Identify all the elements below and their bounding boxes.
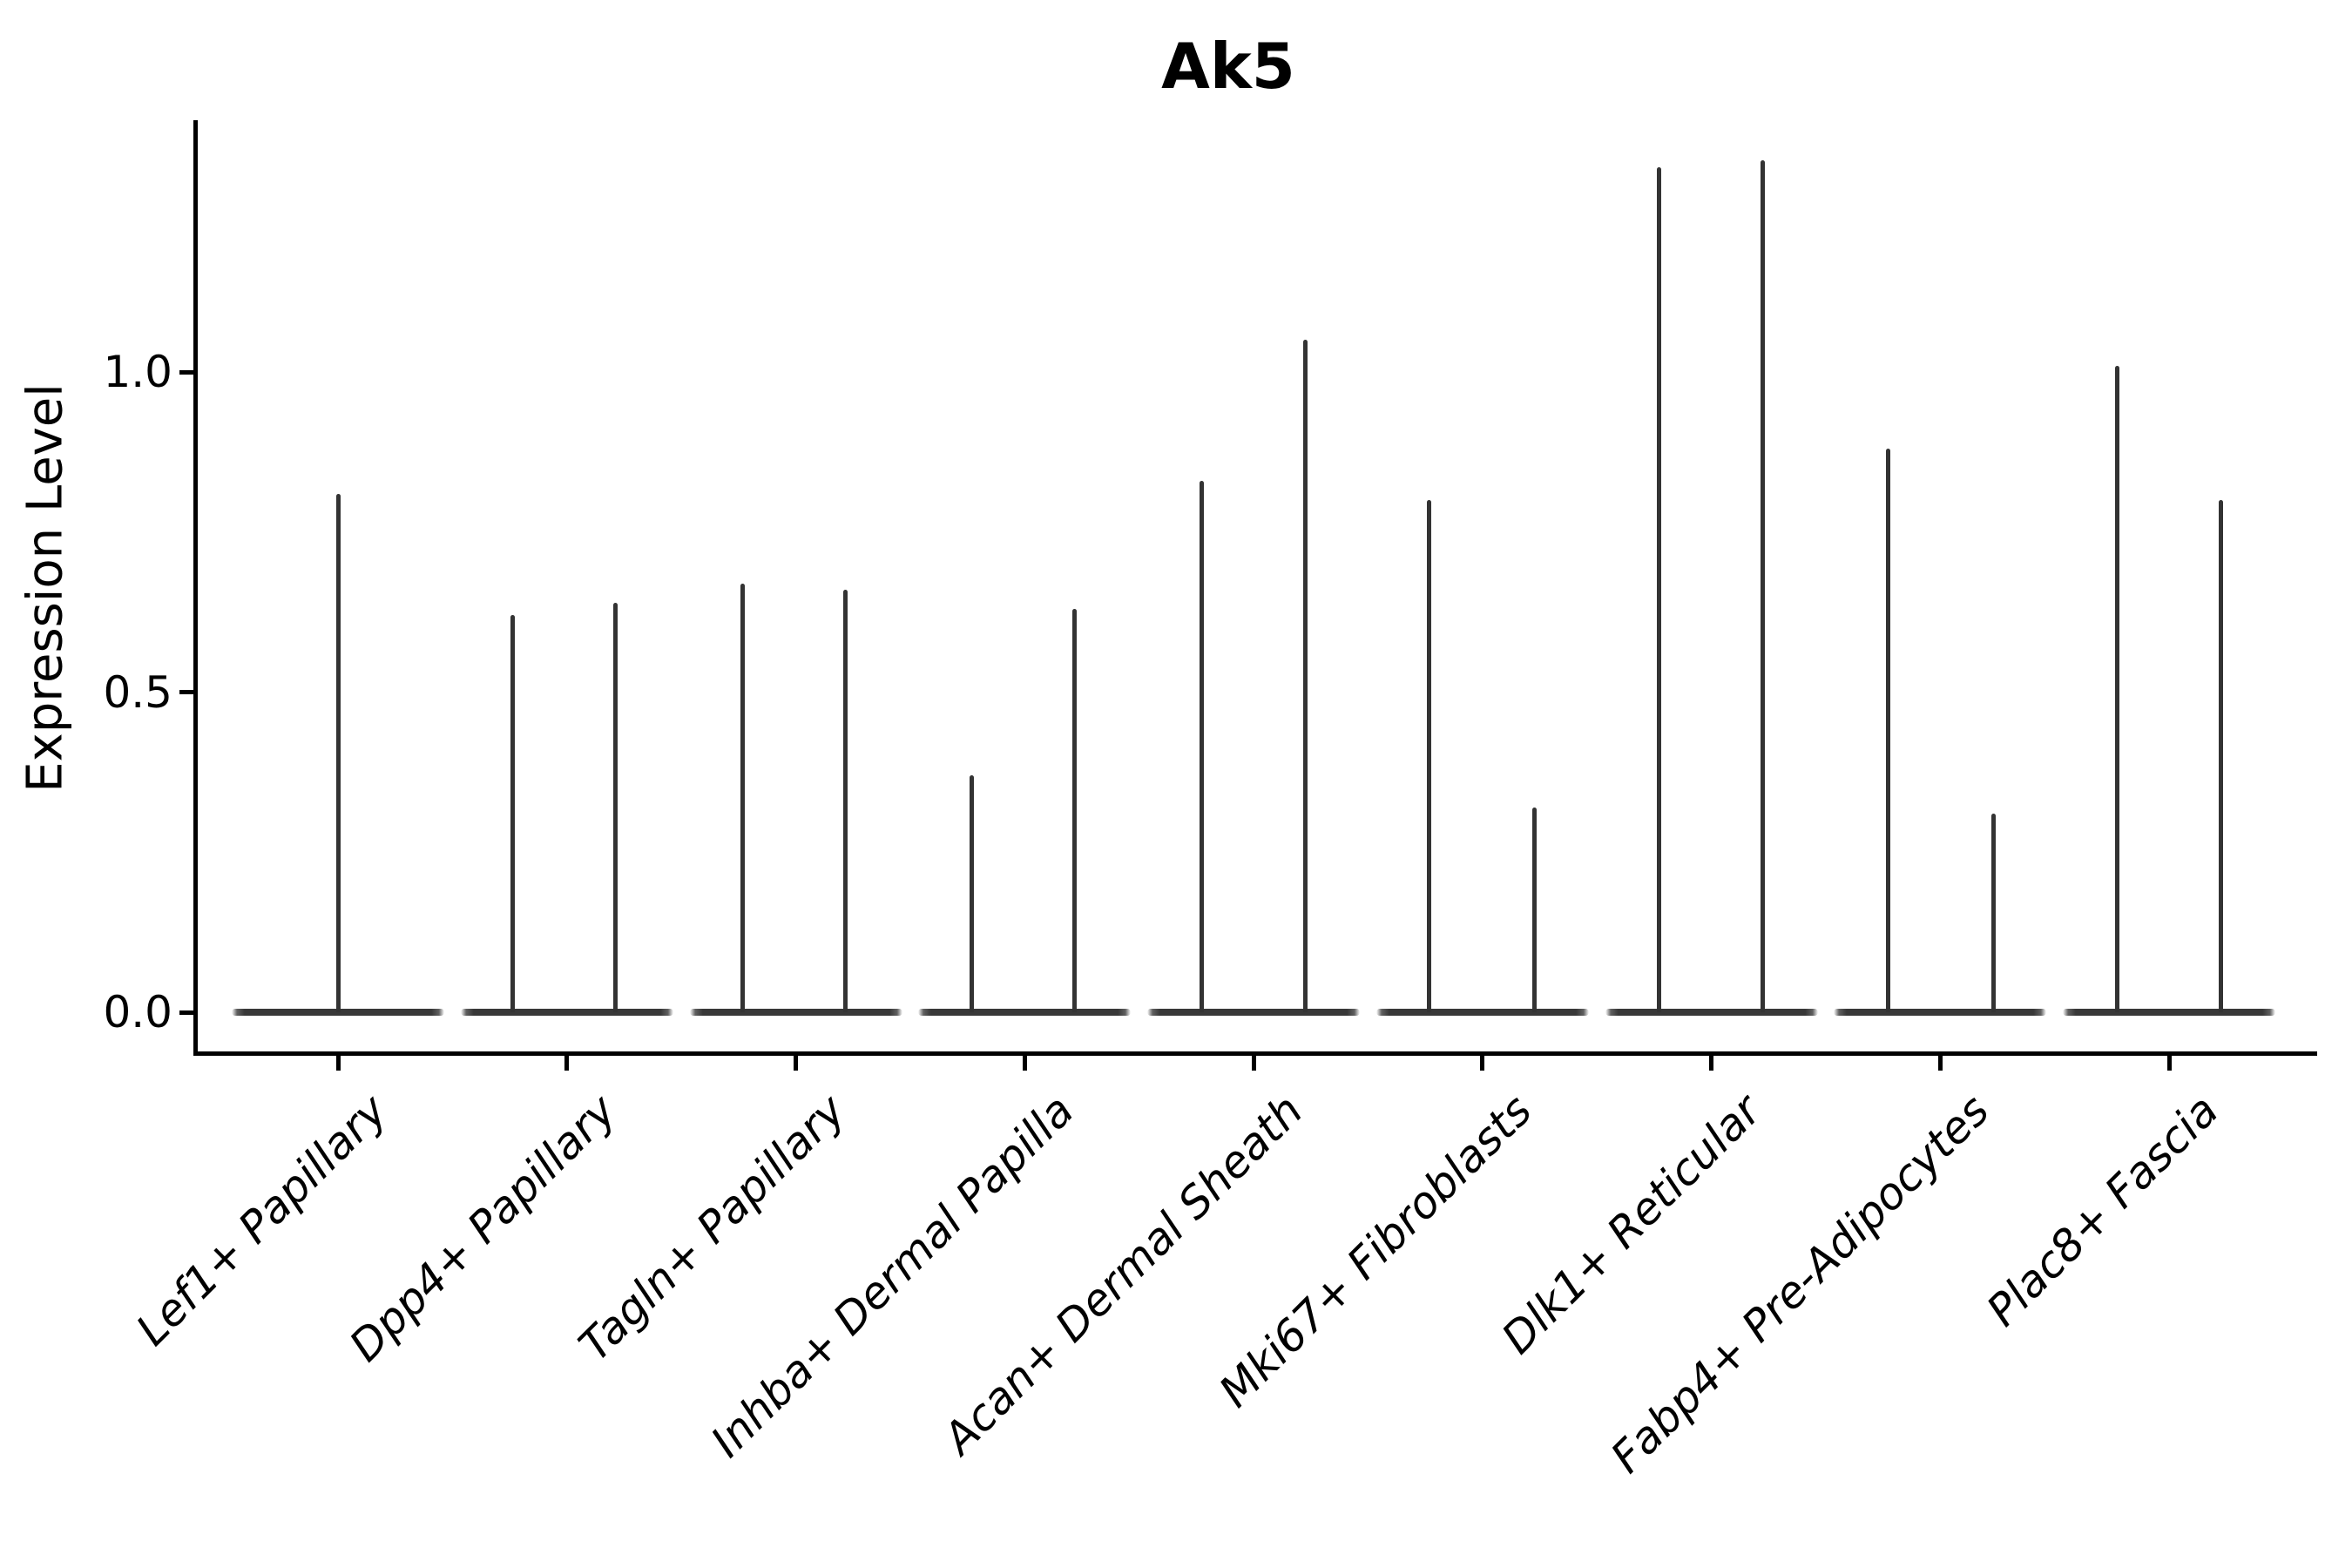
violin-spike	[1071, 608, 1077, 1012]
violin-baseline	[1375, 1009, 1589, 1016]
violin-spike	[1990, 814, 1996, 1012]
violin-baseline	[1834, 1009, 2047, 1016]
violin-spike	[1885, 449, 1890, 1012]
y-tick	[179, 1010, 193, 1015]
violin-spike	[613, 602, 618, 1012]
y-tick-label: 0.0	[103, 987, 172, 1037]
violin-spike	[1532, 807, 1538, 1012]
violin-spike	[843, 589, 848, 1012]
violin-baseline	[1605, 1009, 1818, 1016]
violin-spike	[2218, 500, 2223, 1012]
x-tick	[335, 1056, 341, 1071]
x-tick	[1251, 1056, 1256, 1071]
x-tick	[1022, 1056, 1027, 1071]
x-tick	[1937, 1056, 1943, 1071]
x-tick	[1480, 1056, 1485, 1071]
y-tick	[179, 369, 193, 375]
violin-baseline	[460, 1009, 673, 1016]
violin-spike	[1302, 340, 1308, 1012]
violin-spike	[1427, 500, 1432, 1012]
violin-baseline	[232, 1009, 444, 1016]
violin-spike	[740, 583, 745, 1012]
violin-baseline	[1147, 1009, 1360, 1016]
y-tick	[179, 690, 193, 694]
violin-spike	[510, 615, 516, 1012]
violin-spike	[335, 493, 341, 1012]
x-tick	[2166, 1056, 2172, 1071]
x-tick	[564, 1056, 570, 1071]
y-axis-label: Expression Level	[17, 383, 74, 793]
chart-title: Ak5	[1161, 30, 1295, 103]
y-tick-label: 1.0	[103, 347, 172, 397]
y-axis-spine	[193, 120, 198, 1056]
violin-baseline	[2063, 1009, 2275, 1016]
y-tick-label: 0.5	[103, 666, 172, 718]
x-tick	[1709, 1056, 1713, 1071]
violin-baseline	[918, 1009, 1132, 1016]
violin-spike	[1761, 160, 1765, 1012]
x-axis-spine	[193, 1051, 2317, 1056]
violin-spike	[1199, 480, 1204, 1012]
x-tick	[794, 1056, 798, 1071]
violin-spike	[969, 775, 974, 1012]
violin-spike	[2114, 365, 2119, 1012]
violin-spike	[1657, 166, 1661, 1012]
violin-baseline	[689, 1009, 902, 1016]
